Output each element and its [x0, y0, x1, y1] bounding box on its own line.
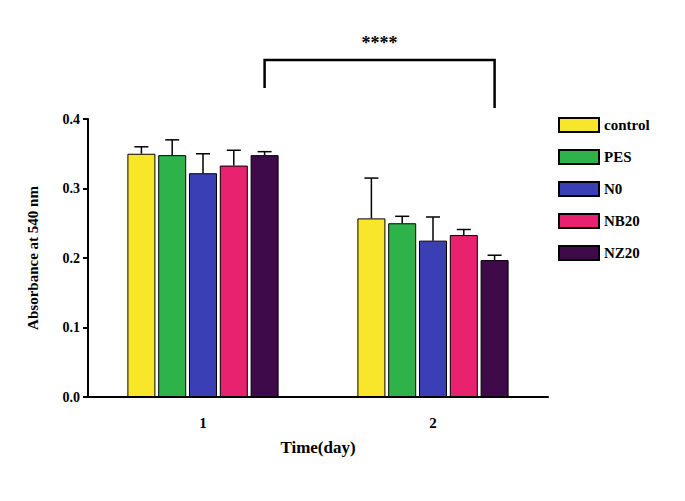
svg-text:****: **** — [362, 33, 398, 53]
svg-text:control: control — [604, 117, 650, 133]
svg-text:NZ20: NZ20 — [604, 245, 640, 261]
svg-text:0.3: 0.3 — [63, 181, 81, 196]
svg-text:Absorbance at 540 nm: Absorbance at 540 nm — [25, 186, 41, 330]
svg-text:0.1: 0.1 — [63, 320, 81, 335]
svg-text:0.2: 0.2 — [63, 251, 81, 266]
svg-text:Time(day): Time(day) — [280, 438, 355, 457]
svg-text:NB20: NB20 — [604, 213, 640, 229]
svg-text:N0: N0 — [604, 181, 622, 197]
svg-text:1: 1 — [199, 415, 207, 431]
svg-text:2: 2 — [429, 415, 437, 431]
svg-text:PES: PES — [604, 149, 632, 165]
svg-text:0.4: 0.4 — [63, 112, 81, 127]
svg-text:0.0: 0.0 — [63, 390, 81, 405]
